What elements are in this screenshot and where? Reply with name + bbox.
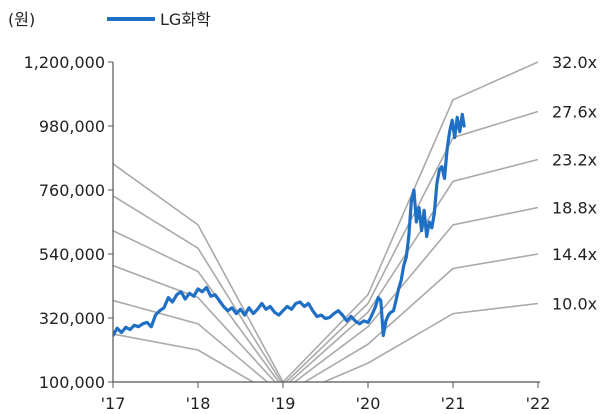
- x-tick-label: '18: [186, 394, 211, 413]
- pbr-bands: [113, 61, 539, 382]
- pbr-band-line: [113, 61, 539, 382]
- pbr-band-line: [113, 206, 539, 382]
- unit-label: (원): [8, 10, 35, 29]
- legend-label: LG화학: [160, 10, 211, 29]
- y-tick-label: 980,000: [39, 117, 105, 136]
- price-line: [113, 112, 466, 338]
- x-tick-label: '17: [101, 394, 126, 413]
- pbr-band-line: [113, 110, 539, 382]
- pbr-band-line: [113, 253, 539, 382]
- x-tick-label: '22: [526, 394, 551, 413]
- pbr-band-label: 14.4x: [552, 245, 597, 264]
- pbr-band-label: 18.8x: [552, 198, 597, 217]
- pbr-band-label: 23.2x: [552, 150, 597, 169]
- y-tick-label: 760,000: [39, 181, 105, 200]
- x-axis-ticks: '17 '18 '19 '20 '21 '22: [101, 382, 551, 413]
- x-tick-label: '21: [441, 394, 466, 413]
- pbr-band-label: 27.6x: [552, 102, 597, 121]
- y-tick-label: 1,200,000: [24, 53, 105, 72]
- y-axis-ticks: 100,000 320,000 540,000 760,000 980,000 1,200…: [24, 53, 113, 392]
- pbr-band-line: [113, 158, 539, 382]
- legend: LG화학: [107, 10, 211, 29]
- pbr-band-labels: 32.0x 27.6x 23.2x 18.8x 14.4x 10.0x: [552, 53, 597, 313]
- y-tick-label: 100,000: [39, 373, 105, 392]
- y-tick-label: 320,000: [39, 309, 105, 328]
- x-tick-label: '19: [271, 394, 296, 413]
- price-series: [113, 112, 466, 338]
- y-tick-label: 540,000: [39, 245, 105, 264]
- pbr-band-line: [113, 302, 539, 382]
- pbr-band-label: 32.0x: [552, 53, 597, 72]
- x-tick-label: '20: [356, 394, 381, 413]
- pbr-band-label: 10.0x: [552, 294, 597, 313]
